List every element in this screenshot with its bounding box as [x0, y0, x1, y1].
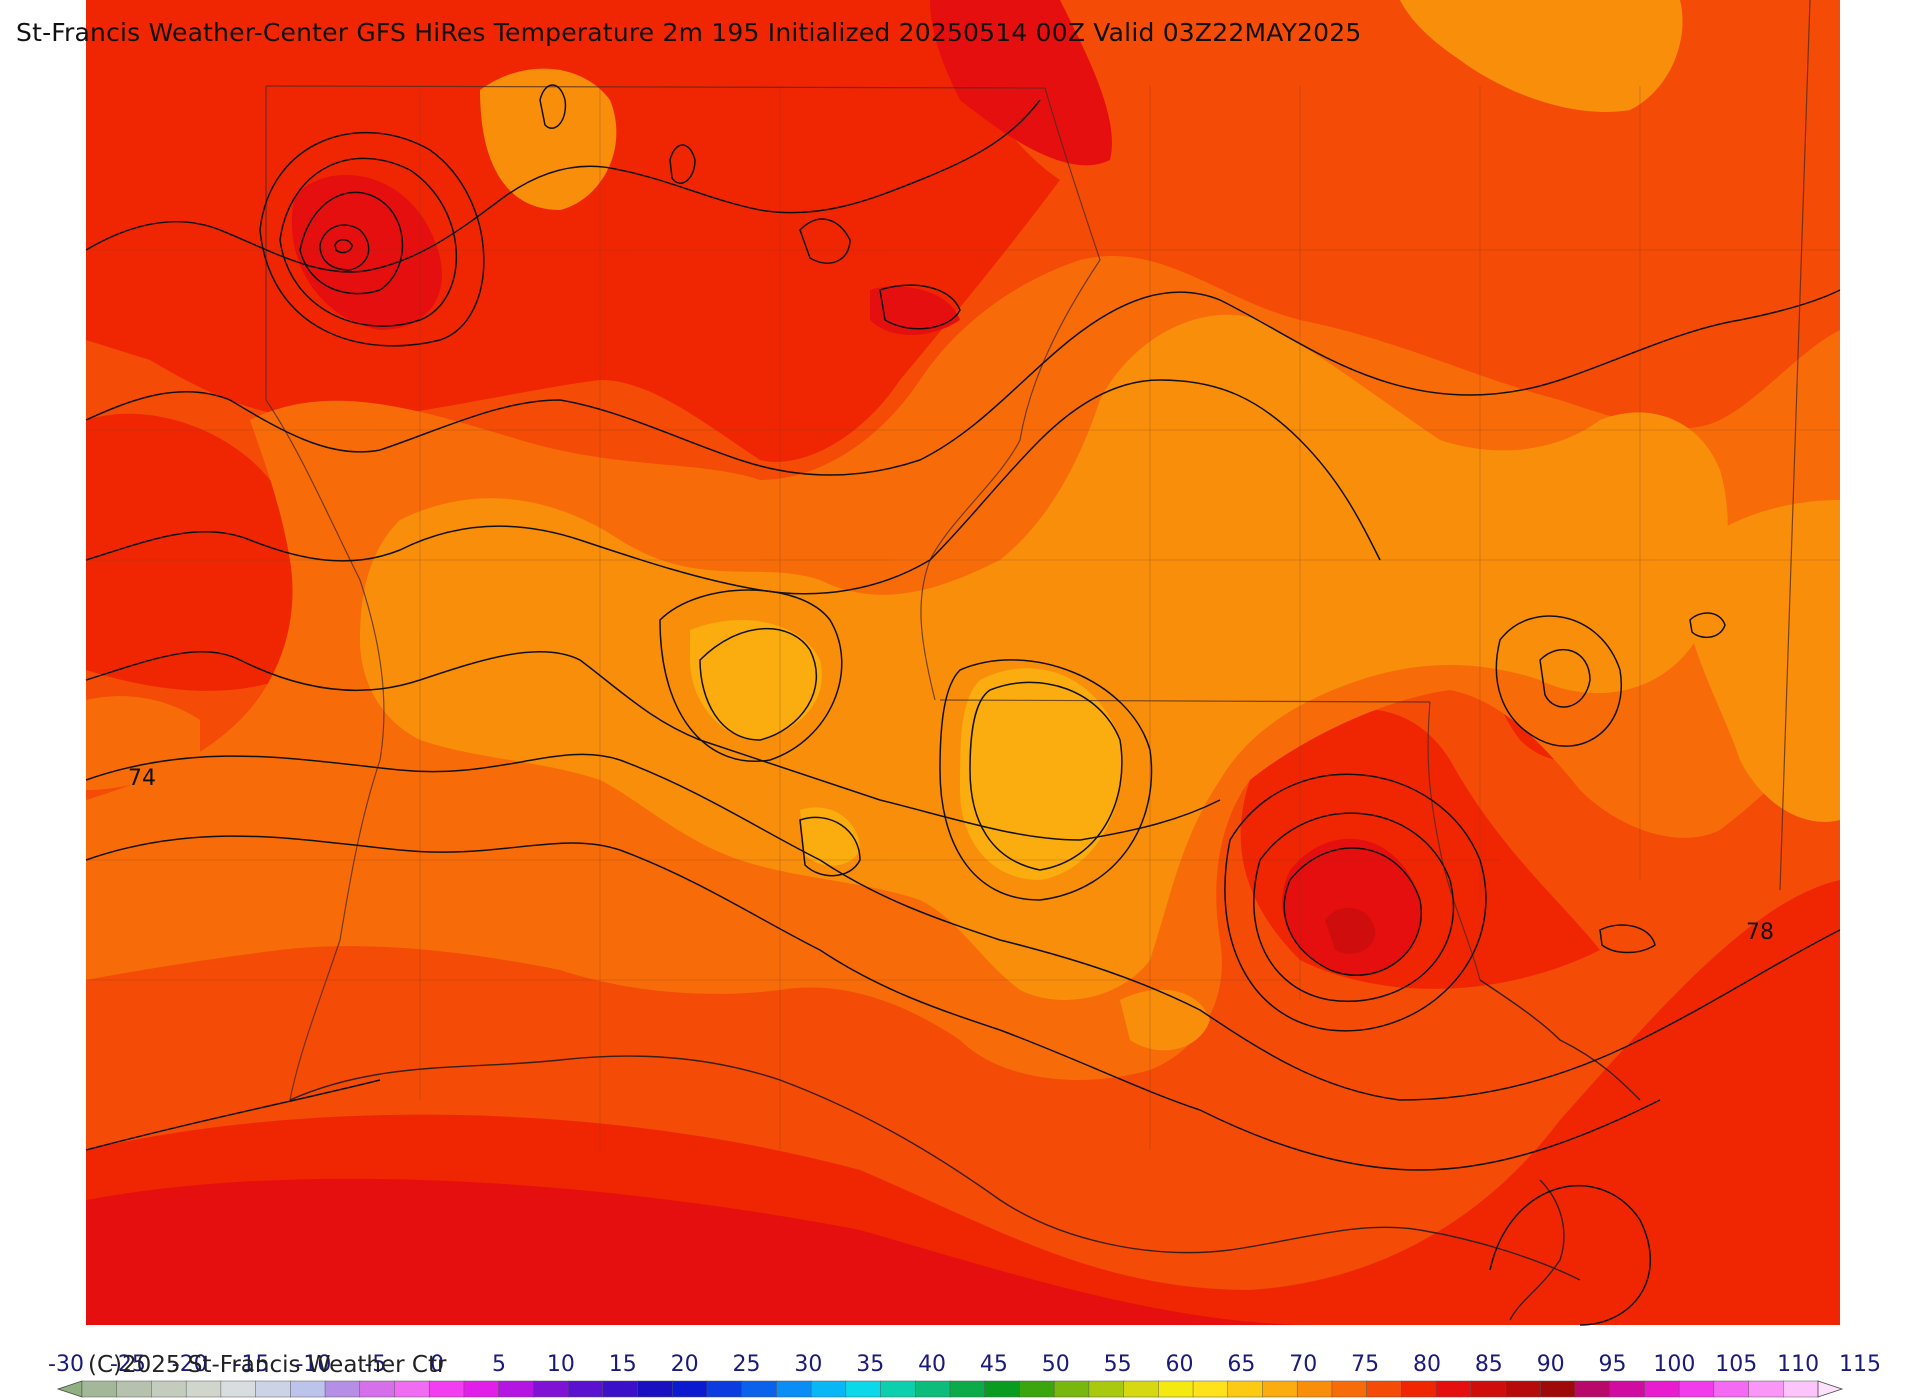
colorbar-tick-label: 0 [430, 1352, 445, 1377]
colorbar-swatch [776, 1380, 812, 1398]
colorbar-right-arrow [1817, 1380, 1844, 1398]
colorbar-swatch [290, 1380, 326, 1398]
colorbar-tick-label: 100 [1653, 1352, 1696, 1377]
colorbar-swatch [845, 1380, 882, 1398]
colorbar-tick-label: 110 [1777, 1352, 1820, 1377]
colorbar-tick-label: 80 [1412, 1352, 1441, 1377]
colorbar-tick-label: -15 [233, 1352, 270, 1377]
colorbar-tick-label: 25 [732, 1352, 761, 1377]
colorbar-tick-label: 70 [1289, 1352, 1318, 1377]
colorbar-tick-label: -10 [295, 1352, 332, 1377]
colorbar-tick-label: 40 [918, 1352, 947, 1377]
colorbar-swatch [1227, 1380, 1264, 1398]
colorbar-tick-label: 10 [546, 1352, 575, 1377]
colorbar-tick-label: 95 [1598, 1352, 1627, 1377]
colorbar-swatch [1539, 1380, 1576, 1398]
colorbar-swatch [151, 1380, 187, 1398]
colorbar-swatch [637, 1380, 673, 1398]
colorbar-tick-label: 45 [979, 1352, 1008, 1377]
colorbar-tick-label: 85 [1474, 1352, 1503, 1377]
colorbar-swatch [1609, 1380, 1646, 1398]
county-lines [86, 86, 1840, 1150]
boundary-lines [265, 0, 1811, 1101]
colorbar-swatch [116, 1380, 153, 1398]
colorbar-swatch [1401, 1380, 1437, 1398]
colorbar-tick-label: 35 [856, 1352, 885, 1377]
colorbar-swatch [880, 1380, 917, 1398]
colorbar-swatch [428, 1380, 465, 1398]
colorbar-swatch [1296, 1380, 1333, 1398]
colorbar-swatch [1019, 1380, 1055, 1398]
colorbar-swatch [1262, 1380, 1298, 1398]
colorbar-swatch [1748, 1380, 1785, 1398]
copyright-text: (C)2025 St-Francis Weather Ctr [88, 1352, 447, 1378]
colorbar-swatch [567, 1380, 604, 1398]
colorbar-swatch [984, 1380, 1021, 1398]
isotherm-contours [85, 84, 1841, 1326]
colorbar-tick-label: 30 [794, 1352, 823, 1377]
colorbar-swatch [81, 1380, 118, 1398]
contour-label-74: 74 [128, 766, 156, 791]
colorbar-swatch [741, 1380, 778, 1398]
colorbar-swatch [1123, 1380, 1160, 1398]
colorbar-tick-label: 60 [1165, 1352, 1194, 1377]
colorbar-tick-label: 5 [492, 1352, 507, 1377]
colorbar-swatch [220, 1380, 257, 1398]
colorbar-left-arrow [56, 1380, 83, 1398]
colorbar-swatch [671, 1380, 708, 1398]
contour-label-78: 78 [1746, 920, 1774, 945]
colorbar-tick-label: 65 [1227, 1352, 1256, 1377]
colorbar-swatch [1088, 1380, 1125, 1398]
map-title: St-Francis Weather-Center GFS HiRes Temp… [16, 18, 1362, 47]
colorbar-swatch [1644, 1380, 1680, 1398]
colorbar-swatch [1435, 1380, 1472, 1398]
colorbar-swatch [359, 1380, 396, 1398]
colorbar-swatch [1713, 1380, 1750, 1398]
colorbar-swatch [706, 1380, 743, 1398]
colorbar-swatch [602, 1380, 639, 1398]
colorbar-tick-label: 55 [1103, 1352, 1132, 1377]
colorbar-tick-label: 75 [1351, 1352, 1380, 1377]
colorbar-swatch [1331, 1380, 1368, 1398]
colorbar-swatch [324, 1380, 361, 1398]
colorbar-swatch [1470, 1380, 1507, 1398]
colorbar [56, 1380, 1844, 1398]
colorbar-swatch [810, 1380, 847, 1398]
colorbar-swatch [1366, 1380, 1403, 1398]
colorbar-swatch [394, 1380, 430, 1398]
colorbar-swatch [1158, 1380, 1194, 1398]
colorbar-swatch [463, 1380, 500, 1398]
colorbar-swatch [1678, 1380, 1715, 1398]
colorbar-swatch [498, 1380, 535, 1398]
colorbar-swatch [1192, 1380, 1229, 1398]
colorbar-tick-label: -30 [48, 1352, 84, 1377]
colorbar-swatch [1574, 1380, 1611, 1398]
colorbar-tick-label: -5 [364, 1352, 387, 1377]
colorbar-tick-label: 115 [1839, 1352, 1881, 1377]
colorbar-tick-label: 105 [1715, 1352, 1758, 1377]
colorbar-tick-label: 90 [1536, 1352, 1565, 1377]
colorbar-tick-label: 20 [670, 1352, 699, 1377]
colorbar-tick-label: 50 [1041, 1352, 1070, 1377]
colorbar-swatch [915, 1380, 951, 1398]
colorbar-tick-label: -20 [171, 1352, 208, 1377]
coastline [289, 979, 1641, 1321]
temperature-field [86, 0, 1840, 1325]
colorbar-swatch [1053, 1380, 1090, 1398]
colorbar-swatch [533, 1380, 569, 1398]
colorbar-swatch [185, 1380, 222, 1398]
colorbar-swatch [255, 1380, 292, 1398]
colorbar-swatch [949, 1380, 986, 1398]
colorbar-swatch [1783, 1380, 1819, 1398]
colorbar-tick-label: 15 [608, 1352, 637, 1377]
colorbar-swatch [1505, 1380, 1541, 1398]
colorbar-tick-label: -25 [109, 1352, 146, 1377]
